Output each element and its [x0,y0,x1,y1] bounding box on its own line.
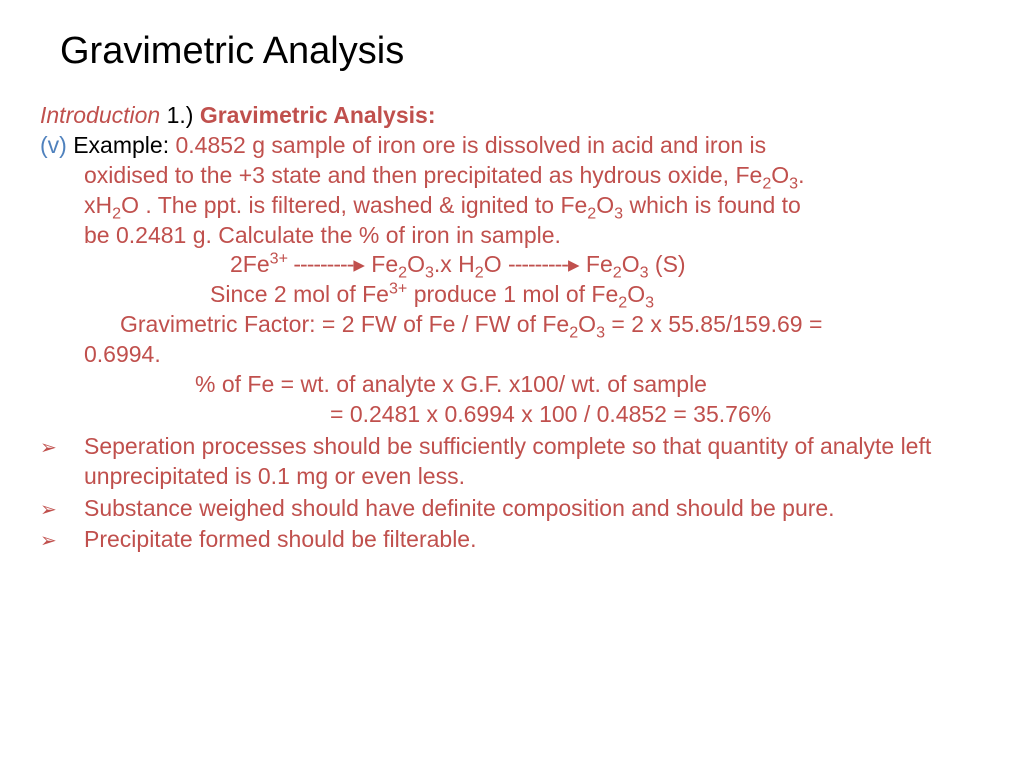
example-line2: oxidised to the +3 state and then precip… [40,161,984,191]
text: O [771,162,789,188]
bullet-arrow-icon: ➢ [40,525,84,554]
bullet-2: ➢ Substance weighed should have definite… [40,494,984,524]
bullet-arrow-icon: ➢ [40,432,84,461]
example-line3: xH2O . The ppt. is filtered, washed & ig… [40,191,984,221]
text: O [622,251,640,277]
text: O [484,251,508,277]
intro-number: 1.) [160,102,200,128]
text: xH [84,192,112,218]
intro-heading: Gravimetric Analysis: [200,102,436,128]
text: oxidised to the +3 state and then precip… [84,162,762,188]
dash-arrow: --------- [288,251,353,277]
arrow-head-icon: ▸ [568,251,580,277]
text: . [798,162,804,188]
since-line: Since 2 mol of Fe3+ produce 1 mol of Fe2… [40,280,984,310]
dash-arrow: --------- [508,251,568,277]
text: 2Fe [230,251,270,277]
example-label: Example: [73,132,175,158]
bullet-text: Seperation processes should be sufficien… [84,432,984,492]
example-line1: (v) Example: 0.4852 g sample of iron ore… [40,131,984,161]
gf-line1: Gravimetric Factor: = 2 FW of Fe / FW of… [40,310,984,340]
pct-line2: = 0.2481 x 0.6994 x 100 / 0.4852 = 35.76… [40,400,984,430]
text: .x H [434,251,475,277]
reaction-line: 2Fe3+ ---------▸ Fe2O3.x H2O ---------▸ … [40,250,984,280]
text: O [596,192,614,218]
text: Fe [365,251,398,277]
v-marker: (v) [40,132,73,158]
text: Fe [580,251,613,277]
text: = 2 x 55.85/159.69 = [605,311,822,337]
intro-label: Introduction [40,102,160,128]
text: O . The ppt. is filtered, washed & ignit… [121,192,587,218]
arrow-head-icon: ▸ [353,251,365,277]
bullet-3: ➢ Precipitate formed should be filterabl… [40,525,984,555]
slide-content: Introduction 1.) Gravimetric Analysis: (… [40,101,984,555]
text: Since 2 mol of Fe [210,281,389,307]
slide-title: Gravimetric Analysis [60,30,984,73]
text: (S) [649,251,686,277]
text: O [407,251,425,277]
intro-line: Introduction 1.) Gravimetric Analysis: [40,101,984,131]
bullet-text: Precipitate formed should be filterable. [84,525,984,555]
text: O [627,281,645,307]
text: O [578,311,596,337]
gf-line2: 0.6994. [40,340,984,370]
slide-container: Gravimetric Analysis Introduction 1.) Gr… [0,0,1024,585]
bullet-1: ➢ Seperation processes should be suffici… [40,432,984,492]
example-text-1: 0.4852 g sample of iron ore is dissolved… [175,132,766,158]
text: produce 1 mol of Fe [407,281,618,307]
example-line4: be 0.2481 g. Calculate the % of iron in … [40,221,984,251]
bullet-text: Substance weighed should have definite c… [84,494,984,524]
pct-line1: % of Fe = wt. of analyte x G.F. x100/ wt… [40,370,984,400]
text: Gravimetric Factor: = 2 FW of Fe / FW of… [120,311,569,337]
bullet-arrow-icon: ➢ [40,494,84,523]
text: which is found to [623,192,801,218]
